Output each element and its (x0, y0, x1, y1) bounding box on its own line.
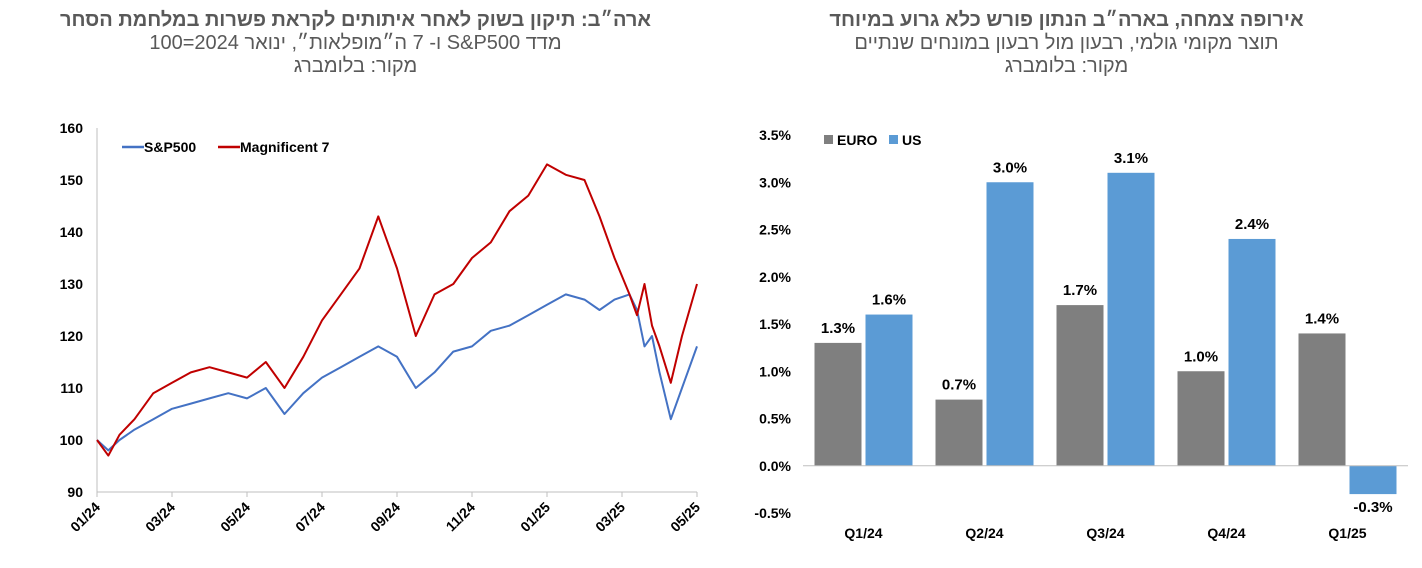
bar-us (1228, 238, 1276, 466)
series-line-sp500 (96, 293, 698, 452)
y-tick-label: 0.5% (759, 411, 791, 427)
category-label: Q1/24 (844, 525, 882, 541)
data-label: 1.0% (1184, 348, 1218, 365)
x-tick-label: 11/24 (443, 499, 479, 535)
category-label: Q3/24 (1086, 525, 1124, 541)
x-tick-label: 07/24 (292, 499, 328, 535)
bar-us (865, 314, 913, 466)
series-line-magnificent-7 (96, 163, 698, 457)
data-label: 1.7% (1063, 282, 1097, 299)
x-tick-label: 05/24 (217, 499, 253, 535)
bar-euro (1177, 371, 1225, 466)
legend-label: Magnificent 7 (240, 139, 330, 155)
y-tick-label: 130 (60, 276, 84, 292)
y-tick-label: 120 (60, 328, 84, 344)
line-chart-subtitle: מדד S&P500 ו- 7 ה״מופלאות״, ינואר 2024=1… (149, 32, 562, 54)
x-tick-label: 03/24 (142, 499, 178, 535)
data-label: 1.6% (872, 292, 906, 309)
x-tick-label: 05/25 (667, 499, 703, 535)
line-chart-source: מקור: בלומברג (293, 55, 418, 77)
legend-swatch (824, 135, 833, 144)
legend-label: S&P500 (144, 139, 196, 155)
y-tick-label: 1.0% (759, 363, 791, 379)
bar-us (986, 182, 1034, 466)
bar-chart-subtitle: תוצר מקומי גולמי, רבעון מול רבעון במונחי… (854, 32, 1279, 54)
data-label: 3.1% (1114, 150, 1148, 167)
y-tick-label: 150 (60, 172, 84, 188)
bar-chart-source: מקור: בלומברג (1004, 55, 1129, 77)
legend-swatch (889, 135, 898, 144)
bar-chart-panel: אירופה צמחה, בארה״ב הנתון פורש כלא גרוע … (711, 0, 1422, 568)
line-chart-header: ארה״ב: תיקון בשוק לאחר איתותים לקראת פשר… (0, 8, 711, 78)
bar-us (1107, 172, 1155, 466)
bar-chart: -0.5% 0.0% 0.5% 1.0% 1.5% 2.0% 2.5% 3.0% 3.5% 1.3… (754, 127, 1408, 541)
x-tick-label: 01/24 (67, 499, 103, 535)
category-label: Q4/24 (1207, 525, 1245, 541)
bar-us (1349, 465, 1397, 495)
data-label: 1.3% (821, 320, 855, 337)
y-tick-label: 2.0% (759, 269, 791, 285)
data-label: 0.7% (942, 377, 976, 394)
category-label: Q1/25 (1328, 525, 1366, 541)
data-label: 3.0% (993, 159, 1027, 176)
bar-euro (814, 342, 862, 466)
legend-label: US (902, 132, 921, 148)
y-tick-label: 1.5% (759, 316, 791, 332)
bar-chart-header: אירופה צמחה, בארה״ב הנתון פורש כלא גרוע … (711, 8, 1422, 78)
y-tick-label: 90 (67, 484, 83, 500)
y-tick-label: 3.0% (759, 174, 791, 190)
x-tick-label: 09/24 (367, 499, 403, 535)
line-chart-panel: ארה״ב: תיקון בשוק לאחר איתותים לקראת פשר… (0, 8, 711, 535)
bar-euro (935, 399, 983, 466)
data-label: 2.4% (1235, 216, 1269, 233)
bar-euro (1056, 305, 1104, 466)
data-label: -0.3% (1353, 499, 1392, 516)
y-tick-label: 100 (60, 432, 84, 448)
data-label: 1.4% (1305, 310, 1339, 327)
x-tick-label: 03/25 (592, 499, 628, 535)
line-chart: 90 100 110 120 130 140 150 160 01/24 03/24 05/24 07… (60, 120, 704, 535)
y-tick-label: -0.5% (754, 505, 791, 521)
category-label: Q2/24 (965, 525, 1003, 541)
y-tick-label: 140 (60, 224, 84, 240)
y-tick-label: 160 (60, 120, 84, 136)
y-tick-label: 3.5% (759, 127, 791, 143)
x-tick-label: 01/25 (517, 499, 553, 535)
y-tick-label: 0.0% (759, 458, 791, 474)
y-tick-label: 110 (60, 380, 83, 396)
bar-euro (1298, 333, 1346, 466)
bar-chart-title: אירופה צמחה, בארה״ב הנתון פורש כלא גרוע … (829, 9, 1304, 31)
legend-label: EURO (837, 132, 878, 148)
y-tick-label: 2.5% (759, 222, 791, 238)
line-chart-title: ארה״ב: תיקון בשוק לאחר איתותים לקראת פשר… (59, 9, 652, 31)
